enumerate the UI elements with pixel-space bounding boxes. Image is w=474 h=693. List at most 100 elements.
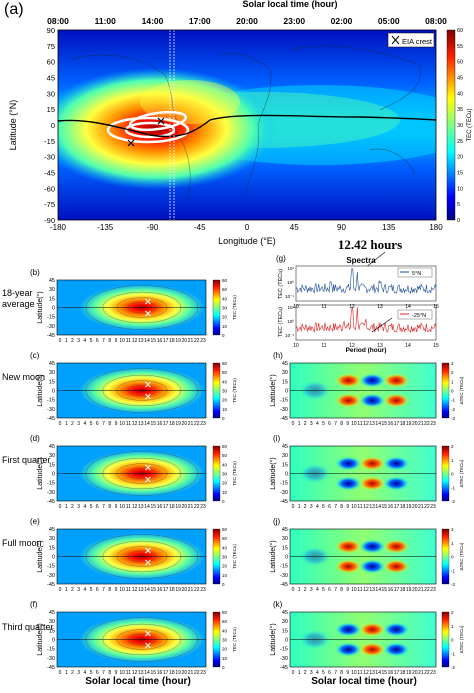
lon-tick-label: 135 — [382, 223, 396, 232]
spectra-ylabel-top: TEC (TECu) — [278, 269, 284, 299]
slt-tick: 21 — [188, 421, 194, 427]
dtec-blob — [359, 393, 386, 408]
small-colorbar-tick: 20 — [222, 481, 228, 486]
lat-tick: -30 — [280, 573, 288, 579]
slt-tick: 2 — [71, 421, 74, 427]
slt-tick: 23 — [430, 504, 436, 510]
slt-tick: 13 — [138, 587, 144, 593]
spectra-ylabel-bottom: TEC (TECu) — [278, 307, 284, 337]
slt-tick: 0 — [59, 421, 62, 427]
slt-tick: 13 — [138, 504, 144, 510]
small-colorbar-tick: 0 — [222, 665, 225, 670]
dtec-colorbar-tick: 2 — [451, 527, 454, 532]
colorbar-a-tick: 55 — [457, 44, 463, 50]
slt-tick: 19 — [175, 670, 181, 676]
spectra-xtick: 10 — [293, 343, 299, 349]
small-colorbar-tick: 20 — [222, 647, 228, 652]
slt-tick: 19 — [175, 504, 181, 510]
slt-tick: 1 — [65, 587, 68, 593]
slt-tick: 11 — [126, 504, 131, 510]
slt-tick: 13 — [369, 421, 375, 427]
lat-tick: -45 — [280, 416, 288, 422]
slt-tick: 8 — [340, 504, 343, 510]
slt-tick: 18 — [400, 421, 406, 427]
lon-tick-label: -180 — [50, 223, 67, 232]
lat-tick: -30 — [280, 656, 288, 662]
colorbar-a-tick: 45 — [457, 76, 463, 82]
dtec-colorbar-tick: -1 — [451, 568, 455, 573]
slt-tick: 20 — [182, 338, 188, 344]
slt-tick: 19 — [175, 421, 181, 427]
slt-tick: 23 — [200, 587, 206, 593]
small-colorbar-tick: 10 — [222, 656, 228, 661]
colorbar-a — [446, 29, 456, 221]
dtec-colorbar-tick: 2 — [451, 610, 454, 615]
small-colorbar-tick: 50 — [222, 287, 228, 292]
dtec-colorbar-tick: -1 — [451, 398, 455, 403]
lat-tick: -15 — [47, 398, 55, 404]
spectra-ytick: 10⁻¹ — [285, 294, 294, 299]
lat-tick-label: 60 — [47, 58, 55, 67]
small-colorbar-tick: 40 — [222, 628, 228, 633]
dtec-colorbar-tick: 1 — [451, 541, 454, 546]
row-label-average: 18-year average — [2, 288, 35, 309]
slt-tick: 15 — [150, 338, 156, 344]
slt-tick: 7 — [102, 421, 105, 427]
slt-tick: 6 — [96, 587, 99, 593]
slt-tick: 5 — [322, 670, 325, 676]
lat-tick: 15 — [49, 628, 55, 634]
slt-tick: 2 — [304, 670, 307, 676]
dtec-colorbar-tick: 0 — [451, 472, 454, 477]
slt-tick: 23 — [430, 670, 436, 676]
dtec-blob — [383, 476, 410, 491]
dtec-blob — [383, 642, 410, 657]
slt-tick: 9 — [346, 670, 349, 676]
slt-tick: 17 — [163, 338, 169, 344]
small-colorbar-tick: 50 — [222, 619, 228, 624]
slt-tick: 3 — [77, 421, 80, 427]
slt-tick: 0 — [292, 504, 295, 510]
top-tick-label: 02:00 — [331, 16, 353, 26]
lat-tick: 15 — [49, 462, 55, 468]
slt-tick: 8 — [108, 504, 111, 510]
slt-tick: 3 — [77, 670, 80, 676]
small-colorbar — [212, 611, 221, 668]
small-colorbar-tick: 40 — [222, 462, 228, 467]
slt-tick: 21 — [188, 504, 194, 510]
dtec-blob — [383, 393, 410, 408]
spectra-xtick: 14 — [405, 343, 411, 349]
slt-tick: 7 — [334, 504, 337, 510]
period-label: Period (hour) — [346, 347, 387, 354]
small-colorbar-tick: 60 — [222, 278, 228, 283]
slt-tick: 16 — [388, 670, 394, 676]
row-label-new-moon: New moon — [2, 372, 46, 382]
slt-tick: 1 — [65, 670, 68, 676]
slt-tick: 12 — [132, 670, 138, 676]
top-tick-label: 23:00 — [283, 16, 305, 26]
slt-tick: 9 — [115, 421, 118, 427]
slt-tick: 7 — [334, 421, 337, 427]
slt-tick: 9 — [115, 670, 118, 676]
lat-tick: 45 — [49, 361, 55, 367]
dtec-colorbar-tick: 2 — [451, 444, 454, 449]
slt-tick: 17 — [163, 670, 169, 676]
lat-tick: 15 — [49, 545, 55, 551]
spectra-xtick: 10 — [293, 304, 299, 310]
lat-tick: 45 — [282, 361, 288, 367]
slt-tick: 4 — [316, 504, 319, 510]
spectra-xtick: 13 — [377, 304, 383, 310]
dtec-blob — [359, 539, 386, 554]
spectra-xtick: 11 — [321, 343, 326, 349]
lat-tick: -15 — [47, 647, 55, 653]
slt-tick: 5 — [90, 504, 93, 510]
slt-tick: 22 — [194, 587, 200, 593]
lon-label: Longitude (°E) — [218, 236, 276, 246]
dtec-colorbar-tick: -1 — [451, 651, 455, 656]
slt-tick: 22 — [194, 421, 200, 427]
dtec-colorbar-tick: -2 — [451, 407, 455, 412]
lat-tick: -15 — [47, 315, 55, 321]
panel-g: (g) Spectra 5°N -25°N TEC (TECu) TEC (TE… — [276, 251, 439, 354]
